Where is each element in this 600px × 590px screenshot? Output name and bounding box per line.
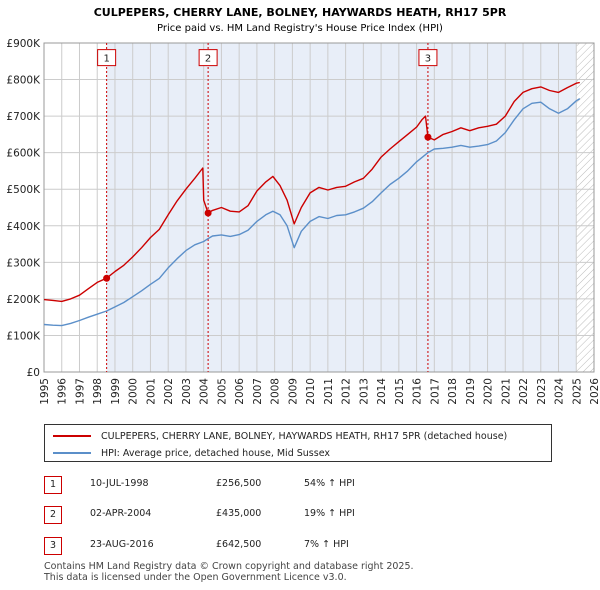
transaction-marker-label: 3 [425,54,431,65]
transaction-marker-box [198,49,218,67]
chart-title: CULPEPERS, CHERRY LANE, BOLNEY, HAYWARDS… [94,6,507,19]
x-tick-label: 2000 [128,378,140,405]
plot-border [43,42,595,373]
x-tick-label: 2016 [412,378,424,405]
footer-copyright: Contains HM Land Registry data © Crown c… [44,561,414,572]
chart-subtitle: Price paid vs. HM Land Registry's House … [157,23,443,34]
legend-label-hpi: HPI: Average price, detached house, Mid … [101,447,330,459]
transaction-row: 1 10-JUL-1998 £256,500 54% ↑ HPI [44,476,564,494]
x-tick-label: 2005 [216,378,228,405]
x-tick-label: 2013 [358,378,370,405]
x-tick-label: 2007 [252,378,264,405]
transaction-price: £256,500 [216,478,262,489]
x-tick-label: 2025 [571,378,583,405]
x-tick-label: 1996 [57,378,69,405]
y-tick-label: £900K [6,38,41,50]
y-tick-label: £800K [6,75,41,87]
price-chart: CULPEPERS, CHERRY LANE, BOLNEY, HAYWARDS… [6,6,600,405]
legend-label-property: CULPEPERS, CHERRY LANE, BOLNEY, HAYWARDS… [101,430,508,442]
transaction-number: 1 [44,476,62,494]
transaction-point [204,209,212,217]
x-tick-label: 2003 [181,378,193,405]
x-tick-label: 2018 [447,378,459,405]
ownership-shade [427,43,577,372]
x-tick-label: 2015 [394,378,406,405]
transaction-row: 2 02-APR-2004 £435,000 19% ↑ HPI [44,506,564,524]
legend: CULPEPERS, CHERRY LANE, BOLNEY, HAYWARDS… [44,424,552,462]
y-tick-label: £100K [6,330,41,342]
x-tick-label: 2019 [465,378,477,405]
x-tick-label: 2006 [234,378,246,405]
x-tick-label: 2001 [145,378,157,405]
transaction-marker-label: 2 [205,54,211,65]
ownership-shade [106,43,209,372]
series-property-line [43,81,580,303]
legend-item-property: CULPEPERS, CHERRY LANE, BOLNEY, HAYWARDS… [53,428,507,444]
x-tick-label: 2009 [287,378,299,405]
x-tick-label: 2026 [589,378,600,405]
transaction-hpi: 7% ↑ HPI [304,539,349,550]
legend-swatch-blue [53,452,91,454]
y-tick-label: £200K [6,294,41,306]
series-hpi-line [43,98,581,327]
x-tick-label: 2004 [199,378,211,405]
transaction-number: 2 [44,506,62,524]
x-tick-label: 2021 [500,378,512,405]
transaction-point [103,274,111,282]
transaction-hpi: 54% ↑ HPI [304,478,355,489]
x-tick-label: 2008 [270,378,282,405]
y-tick-label: £500K [6,184,41,196]
transaction-date: 23-AUG-2016 [90,539,154,550]
y-tick-label: £400K [6,221,41,233]
transaction-point [424,133,432,141]
footer: Contains HM Land Registry data © Crown c… [44,561,414,583]
transaction-row: 3 23-AUG-2016 £642,500 7% ↑ HPI [44,537,564,555]
x-tick-label: 2012 [341,378,353,405]
x-tick-label: 1995 [39,378,51,405]
x-tick-label: 1997 [74,378,86,405]
transaction-price: £435,000 [216,508,262,519]
y-tick-label: £0 [27,367,40,379]
transaction-hpi: 19% ↑ HPI [304,508,355,519]
x-tick-label: 2011 [323,378,335,405]
legend-swatch-red [53,435,91,437]
transaction-marker-box [418,49,438,67]
future-hatch [576,43,594,372]
x-tick-label: 2014 [376,378,388,405]
y-tick-label: £600K [6,148,41,160]
legend-item-hpi: HPI: Average price, detached house, Mid … [53,445,330,461]
y-tick-label: £700K [6,111,41,123]
transaction-marker-box [97,49,117,67]
x-tick-label: 2017 [429,378,441,405]
x-tick-label: 2020 [483,378,495,405]
x-tick-label: 1998 [92,378,104,405]
x-tick-label: 2024 [554,378,566,405]
x-tick-label: 2023 [536,378,548,405]
plot-area: £0 £100K £200K £300K £400K £500K £600K £700K £80… [6,38,600,405]
x-tick-label: 1999 [110,378,122,405]
x-tick-label: 2022 [518,378,530,405]
y-tick-label: £300K [6,257,41,269]
transaction-marker-label: 1 [103,54,109,65]
x-tick-label: 2010 [305,378,317,405]
transaction-price: £642,500 [216,539,262,550]
transaction-date: 02-APR-2004 [90,508,152,519]
x-tick-label: 2002 [163,378,175,405]
ownership-shade [208,43,428,372]
transaction-date: 10-JUL-1998 [90,478,149,489]
transaction-number: 3 [44,537,62,555]
footer-license: This data is licensed under the Open Gov… [44,572,347,583]
